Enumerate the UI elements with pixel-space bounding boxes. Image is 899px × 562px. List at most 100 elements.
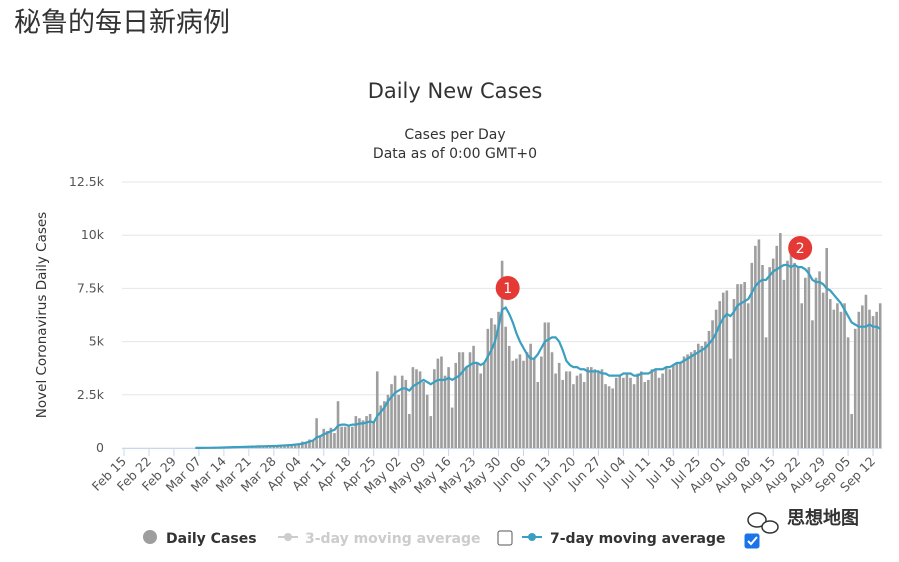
watermark-icon [747,512,779,534]
bar [618,375,622,448]
bar [390,384,393,448]
bar [418,371,422,448]
bar [853,328,857,448]
bar [347,424,351,448]
bar [789,254,793,448]
bar [625,373,629,448]
chart-subtitle: Data as of 0:00 GMT+0 [373,146,537,162]
bar [447,367,450,448]
bar [622,377,625,448]
bar [589,367,593,448]
bar [754,245,757,448]
bar [561,379,565,448]
bar [358,418,361,448]
bar [525,352,529,448]
bar [657,377,661,448]
legend-symbol [528,533,536,541]
legend-label[interactable]: Daily Cases [166,531,257,547]
bar [311,440,315,448]
bar [365,416,368,448]
bar [422,382,425,448]
y-tick-label: 0 [96,440,104,455]
bar [579,373,582,448]
line [195,263,881,449]
bar [732,299,736,448]
bar [696,343,700,448]
bar [490,318,493,448]
bar [836,303,839,448]
bar [721,292,725,448]
bar [472,345,475,448]
bar [461,352,465,448]
bar [771,258,775,448]
bar [515,358,518,448]
bar [707,330,711,448]
bar [507,345,511,448]
bar [821,292,825,448]
bar [400,375,404,448]
bar [315,418,318,448]
bar [450,407,454,448]
bar [629,377,632,448]
bar [679,362,682,448]
bar [607,386,611,448]
bar [529,343,532,448]
bar [647,379,650,448]
bar [686,354,689,448]
bar [429,416,433,448]
bar [532,358,536,448]
bar [807,267,811,448]
bar [411,367,415,448]
bar [340,426,343,448]
watermark: 思想地图 [787,507,859,529]
bar [593,369,597,448]
legend-label[interactable]: 7-day moving average [550,531,726,547]
bar [786,260,789,448]
bar [825,247,828,448]
bar [482,362,486,448]
bar [493,324,497,448]
bar [540,356,543,448]
bar [572,384,575,448]
bar [486,328,490,448]
bar [304,442,308,448]
bar [475,362,479,448]
bar [586,367,590,448]
bar [636,373,639,448]
bar [818,271,821,448]
bar [408,413,411,448]
bar [857,311,861,448]
bar [333,433,336,448]
bar [689,352,693,448]
bar [757,239,761,448]
bar [793,262,796,448]
bar [878,303,882,448]
bar [632,384,636,448]
bar [779,233,782,448]
bar [846,337,850,448]
bar [750,262,754,448]
annotation-marker [495,276,520,300]
bar [479,373,482,448]
bar [397,394,400,448]
bar [850,413,853,448]
bar [768,267,771,448]
legend-label[interactable]: 3-day moving average [305,531,481,547]
bar [803,277,807,448]
bar [739,284,743,448]
bar [871,316,875,448]
bar [828,299,832,448]
bar [843,303,846,448]
checkbox[interactable] [744,533,760,549]
bar [433,369,436,448]
bar [393,375,397,448]
legend-symbol [143,530,157,544]
bar [718,301,721,448]
bar [868,309,871,448]
checkbox[interactable] [497,530,513,546]
bar [654,369,657,448]
bar [290,444,293,448]
bar [443,375,447,448]
